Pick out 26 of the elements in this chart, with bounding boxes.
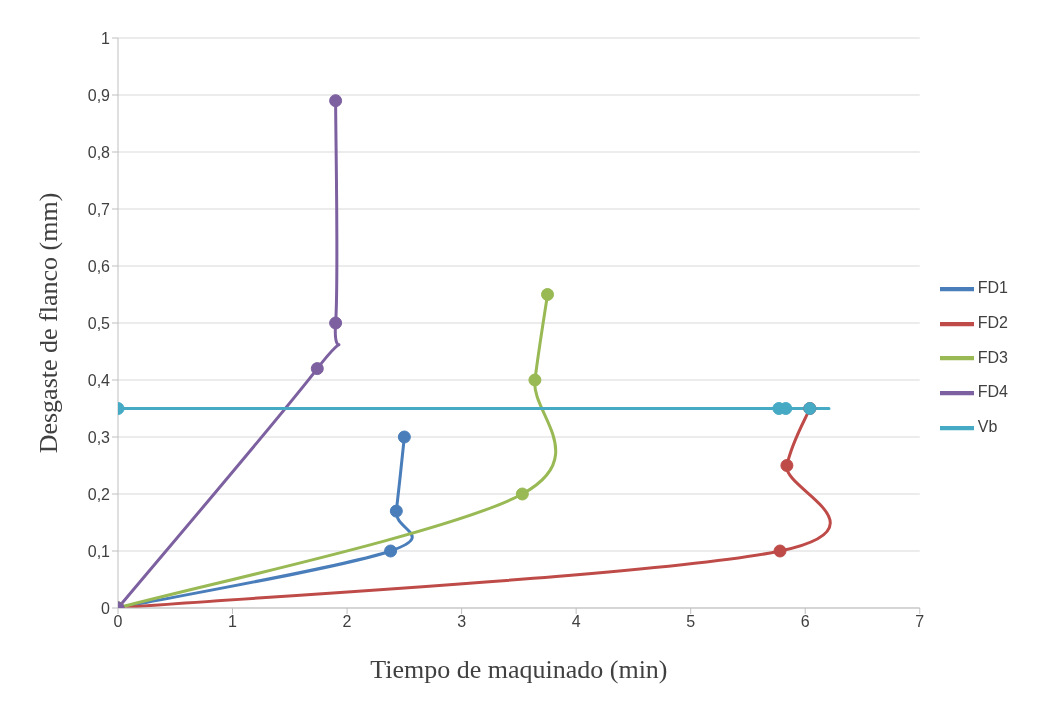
y-tick-label: 0,5 [87, 314, 111, 332]
x-tick-label: 5 [686, 613, 696, 631]
y-tick-label: 0,3 [87, 428, 111, 446]
x-tick-label: 7 [915, 613, 925, 631]
legend-label: FD4 [977, 383, 1008, 401]
legend-label: Vb [977, 418, 998, 436]
y-tick-label: 0,1 [87, 542, 111, 560]
x-tick-label: 4 [571, 613, 581, 631]
y-tick-label: 0,4 [87, 371, 111, 389]
y-tick-label: 0,9 [87, 86, 111, 104]
x-tick-label: 3 [457, 613, 467, 631]
legend-label: FD1 [977, 279, 1008, 297]
y-tick-label: 0,2 [87, 485, 111, 503]
y-tick-label: 0,8 [87, 143, 111, 161]
y-axis-title: Desgaste de flanco (mm) [34, 192, 64, 454]
x-axis-title: Tiempo de maquinado (min) [370, 655, 668, 684]
x-tick-label: 6 [800, 613, 810, 631]
x-tick-label: 2 [342, 613, 352, 631]
y-tick-label: 0 [101, 599, 111, 617]
legend-label: FD3 [977, 348, 1008, 366]
y-tick-label: 0,7 [87, 200, 111, 218]
y-tick-label: 0,6 [87, 257, 111, 275]
y-tick-label: 1 [101, 29, 111, 47]
legend-label: FD2 [977, 313, 1008, 331]
x-tick-label: 0 [113, 613, 123, 631]
x-tick-label: 1 [228, 613, 238, 631]
